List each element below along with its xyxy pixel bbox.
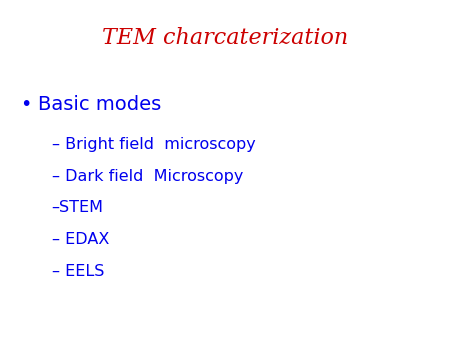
Text: Basic modes: Basic modes [38,95,162,114]
Text: – EELS: – EELS [52,264,104,279]
Text: – EDAX: – EDAX [52,232,109,247]
Text: – Bright field  microscopy: – Bright field microscopy [52,137,256,152]
Text: –STEM: –STEM [52,200,104,215]
Text: TEM charcaterization: TEM charcaterization [102,27,348,49]
Text: •: • [20,95,32,114]
Text: – Dark field  Microscopy: – Dark field Microscopy [52,169,243,184]
